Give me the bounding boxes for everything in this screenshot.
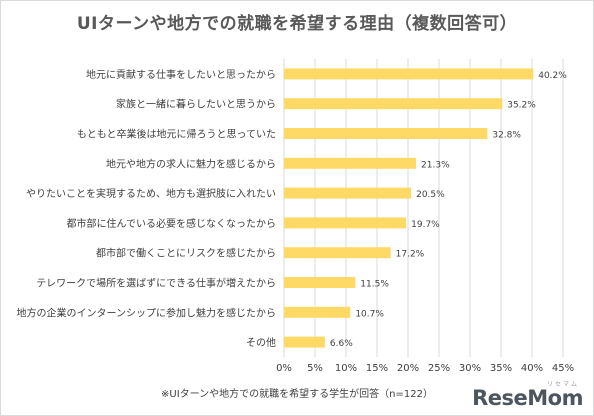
- bar: [284, 217, 407, 229]
- data-label: 10.7%: [355, 309, 384, 319]
- x-tick-label: 0%: [276, 363, 292, 374]
- bar: [284, 98, 503, 110]
- bar: [284, 157, 417, 169]
- x-tick-label: 35%: [490, 363, 512, 374]
- bar: [284, 247, 391, 259]
- x-tick-label: 40%: [521, 363, 543, 374]
- data-label: 40.2%: [538, 71, 567, 81]
- x-tick-label: 20%: [397, 363, 419, 374]
- data-label: 35.2%: [507, 101, 536, 111]
- logo-text: ReseMom: [472, 386, 583, 410]
- bar: [284, 336, 325, 348]
- category-label: テレワークで場所を選ばずにできる仕事が増えたから: [36, 277, 276, 290]
- category-label: その他: [246, 336, 276, 349]
- data-label: 6.6%: [330, 339, 353, 349]
- x-tick-label: 10%: [335, 363, 357, 374]
- category-label: 地元や地方の求人に魅力を感じるから: [106, 157, 276, 170]
- category-label: 地元に貢献する仕事をしたいと思ったから: [86, 68, 276, 81]
- x-tick-label: 25%: [428, 363, 450, 374]
- chart-title: UIターンや地方での就職を希望する理由（複数回答可）: [76, 14, 518, 34]
- x-tick-label: 30%: [459, 363, 481, 374]
- bar: [284, 68, 534, 80]
- data-label: 11.5%: [360, 280, 389, 290]
- category-label: 家族と一緒に暮らしたいと思うから: [116, 98, 276, 111]
- bar: [284, 306, 351, 318]
- chart-footnote: ※UIターンや地方での就職を希望する学生が回答（n=122）: [161, 389, 433, 400]
- data-label: 17.2%: [396, 250, 425, 260]
- category-label: 都市部で働くことにリスクを感じたから: [96, 247, 276, 260]
- category-label: 地方の企業のインターンシップに参加し魅力を感じたから: [17, 306, 277, 319]
- x-tick-label: 5%: [307, 363, 323, 374]
- category-label: 都市部に住んでいる必要を感じなくなったから: [67, 217, 277, 230]
- x-tick-label: 45%: [552, 363, 574, 374]
- bar: [284, 277, 356, 288]
- data-label: 21.3%: [421, 160, 450, 170]
- x-tick-label: 15%: [366, 363, 388, 374]
- bar: [284, 128, 488, 139]
- data-label: 19.7%: [411, 220, 440, 230]
- bar: [284, 187, 412, 199]
- resemom-logo: リセマム ReseMom: [472, 382, 583, 409]
- category-label: もともと卒業後は地元に帰ろうと思っていた: [77, 128, 276, 141]
- data-label: 20.5%: [416, 190, 445, 200]
- data-label: 32.8%: [492, 131, 521, 141]
- category-label: やりたいことを実現するため、地方も選択肢に入れたい: [26, 187, 276, 200]
- logo-subtitle: リセマム: [546, 381, 579, 388]
